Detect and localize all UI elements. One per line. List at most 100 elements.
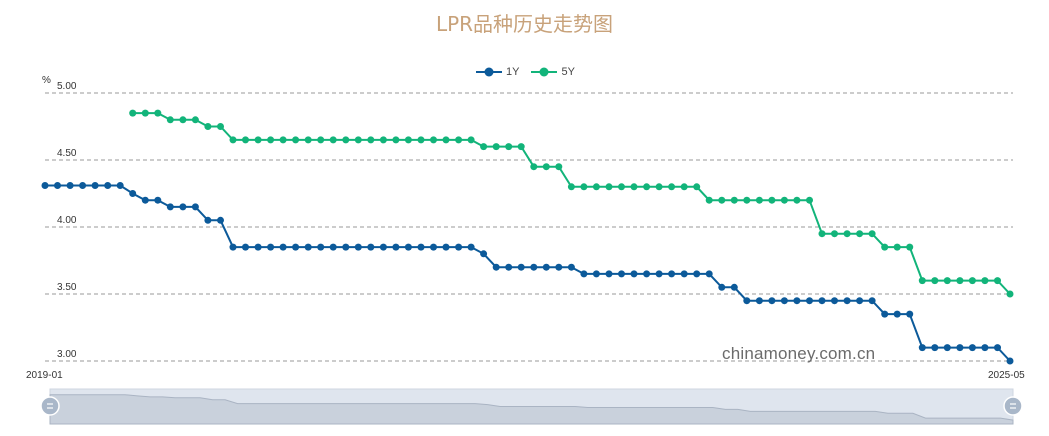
data-point-1y[interactable] [567, 263, 575, 271]
data-point-1y[interactable] [254, 243, 262, 251]
data-point-5y[interactable] [467, 136, 475, 144]
data-point-5y[interactable] [881, 243, 889, 251]
data-point-5y[interactable] [129, 109, 137, 117]
data-point-1y[interactable] [455, 243, 463, 251]
data-point-5y[interactable] [843, 230, 851, 238]
data-point-1y[interactable] [354, 243, 362, 251]
data-point-5y[interactable] [618, 183, 625, 191]
data-point-1y[interactable] [166, 203, 174, 211]
data-point-1y[interactable] [693, 270, 701, 278]
zoom-handle-left[interactable] [40, 396, 60, 416]
data-point-5y[interactable] [567, 183, 575, 191]
data-point-1y[interactable] [705, 270, 713, 278]
data-point-1y[interactable] [91, 182, 99, 189]
data-point-5y[interactable] [643, 183, 651, 191]
data-point-1y[interactable] [154, 196, 162, 204]
data-point-1y[interactable] [379, 243, 387, 251]
data-point-1y[interactable] [918, 344, 926, 352]
data-point-5y[interactable] [304, 136, 312, 144]
data-point-1y[interactable] [793, 297, 801, 305]
legend-item-5y[interactable]: 5Y [531, 66, 575, 78]
zoom-handle-right[interactable] [1003, 396, 1023, 416]
data-point-1y[interactable] [1006, 357, 1014, 365]
data-point-5y[interactable] [705, 196, 713, 204]
data-point-1y[interactable] [718, 283, 726, 291]
data-point-1y[interactable] [618, 270, 625, 278]
data-point-1y[interactable] [843, 297, 851, 305]
data-point-1y[interactable] [41, 182, 49, 189]
data-point-1y[interactable] [367, 243, 375, 251]
data-point-1y[interactable] [981, 344, 989, 352]
data-point-1y[interactable] [856, 297, 864, 305]
data-point-1y[interactable] [417, 243, 425, 251]
legend-item-1y[interactable]: 1Y [476, 66, 519, 78]
data-point-5y[interactable] [592, 183, 600, 191]
data-point-5y[interactable] [943, 277, 951, 285]
data-point-1y[interactable] [806, 297, 813, 305]
data-point-1y[interactable] [931, 344, 939, 352]
data-point-5y[interactable] [968, 277, 976, 285]
data-point-1y[interactable] [492, 263, 500, 271]
data-point-1y[interactable] [906, 310, 914, 318]
data-point-1y[interactable] [994, 344, 1001, 352]
data-point-5y[interactable] [267, 136, 275, 144]
data-point-5y[interactable] [580, 183, 588, 191]
data-point-5y[interactable] [166, 116, 174, 124]
data-point-5y[interactable] [743, 196, 751, 204]
data-point-5y[interactable] [668, 183, 676, 191]
data-point-5y[interactable] [530, 163, 538, 171]
data-point-5y[interactable] [229, 136, 237, 144]
data-point-1y[interactable] [467, 243, 475, 251]
data-point-5y[interactable] [906, 243, 914, 251]
data-point-5y[interactable] [931, 277, 939, 285]
data-point-1y[interactable] [191, 203, 199, 211]
data-point-1y[interactable] [304, 243, 312, 251]
data-point-1y[interactable] [643, 270, 651, 278]
data-point-1y[interactable] [66, 182, 74, 189]
data-point-1y[interactable] [655, 270, 663, 278]
data-point-5y[interactable] [555, 163, 563, 171]
data-point-1y[interactable] [630, 270, 638, 278]
data-point-1y[interactable] [968, 344, 976, 352]
data-point-1y[interactable] [79, 182, 87, 189]
data-point-1y[interactable] [317, 243, 325, 251]
data-point-1y[interactable] [141, 196, 149, 204]
data-point-1y[interactable] [342, 243, 350, 251]
data-point-5y[interactable] [655, 183, 663, 191]
data-point-1y[interactable] [179, 203, 187, 211]
data-point-5y[interactable] [154, 109, 162, 117]
data-point-1y[interactable] [217, 216, 224, 224]
data-point-5y[interactable] [367, 136, 375, 144]
data-point-5y[interactable] [793, 196, 801, 204]
data-point-5y[interactable] [242, 136, 249, 144]
data-point-5y[interactable] [141, 109, 149, 117]
data-point-5y[interactable] [217, 123, 224, 130]
data-point-5y[interactable] [605, 183, 613, 191]
data-point-5y[interactable] [492, 143, 500, 151]
data-point-1y[interactable] [580, 270, 588, 278]
data-point-1y[interactable] [480, 250, 488, 258]
data-point-5y[interactable] [404, 136, 412, 144]
data-point-5y[interactable] [317, 136, 325, 144]
data-point-1y[interactable] [442, 243, 450, 251]
data-point-1y[interactable] [530, 263, 538, 271]
data-point-5y[interactable] [868, 230, 876, 238]
data-point-1y[interactable] [430, 243, 437, 251]
data-point-1y[interactable] [267, 243, 275, 251]
data-point-1y[interactable] [956, 344, 964, 352]
data-point-1y[interactable] [680, 270, 688, 278]
data-point-1y[interactable] [104, 182, 112, 189]
data-point-1y[interactable] [129, 190, 137, 197]
data-point-5y[interactable] [856, 230, 864, 238]
data-point-1y[interactable] [818, 297, 826, 305]
data-point-5y[interactable] [480, 143, 488, 151]
data-point-5y[interactable] [730, 196, 738, 204]
data-point-5y[interactable] [279, 136, 287, 144]
data-point-1y[interactable] [768, 297, 776, 305]
data-point-5y[interactable] [392, 136, 400, 144]
data-point-5y[interactable] [254, 136, 262, 144]
data-point-5y[interactable] [780, 196, 788, 204]
data-point-1y[interactable] [517, 263, 525, 271]
data-point-1y[interactable] [868, 297, 876, 305]
data-point-1y[interactable] [54, 182, 61, 189]
